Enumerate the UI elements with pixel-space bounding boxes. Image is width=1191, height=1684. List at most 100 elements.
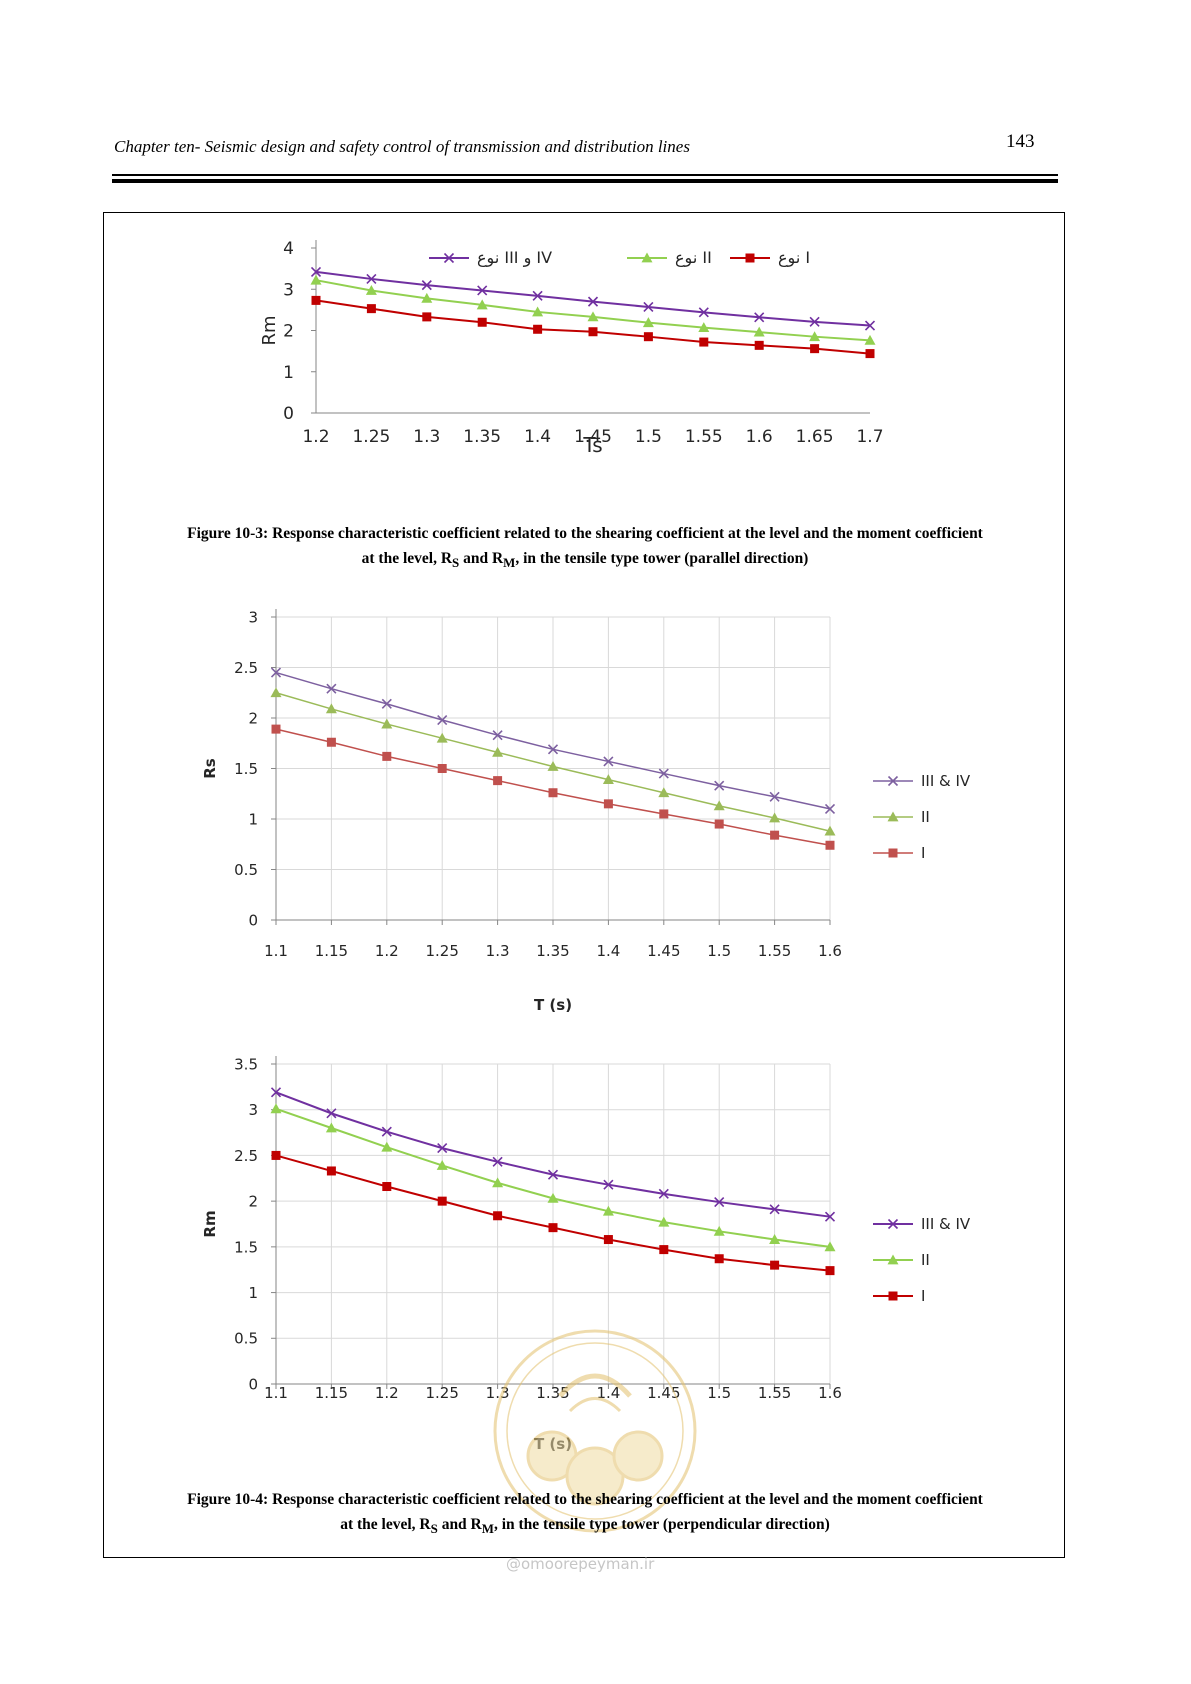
data-point xyxy=(769,1204,780,1215)
x-tick-labels: 1.2 1.25 1.3 1.35 1.4 1.45 1.5 1.55 1.6 1.65 1.7 xyxy=(302,427,883,447)
data-point xyxy=(547,1192,559,1203)
legend-label: II xyxy=(921,1251,930,1269)
data-point xyxy=(603,1235,613,1245)
legend-label: III & IV xyxy=(921,772,971,790)
data-point xyxy=(271,1150,281,1160)
x-tick-label: 1.45 xyxy=(574,427,612,447)
legend-label: I xyxy=(921,844,925,862)
legend-item: III & IV xyxy=(873,772,971,790)
x-tick-label: 1.55 xyxy=(685,427,723,447)
data-point xyxy=(603,756,614,767)
x-tick-label: 1.5 xyxy=(707,1384,731,1402)
data-point xyxy=(381,718,393,729)
x-tick-label: 1.4 xyxy=(596,1384,620,1402)
x-tick-label: 1.1 xyxy=(264,1384,288,1402)
data-point xyxy=(658,1216,670,1227)
data-point xyxy=(270,1103,282,1114)
data-point xyxy=(588,327,598,337)
data-point xyxy=(865,349,875,359)
x-tick-label: 1.6 xyxy=(746,427,773,447)
data-point xyxy=(310,274,322,285)
data-point xyxy=(492,730,503,741)
data-point xyxy=(809,316,820,327)
series-x xyxy=(270,1087,836,1222)
legend-label: نوع III و IV xyxy=(477,248,552,268)
page-number: 143 xyxy=(1006,131,1035,152)
chart-rs-perpendicular: 0 0.5 1 1.5 2 2.5 3 1.1 1.15 1.2 1.25 1.3 1.35 1.4 1.4… xyxy=(201,608,971,1014)
series-triangle xyxy=(270,1103,836,1252)
data-point xyxy=(366,304,376,314)
header-rule-thick xyxy=(112,179,1058,183)
x-tick-label: 1.65 xyxy=(796,427,834,447)
data-point xyxy=(659,1245,669,1255)
data-point xyxy=(809,331,821,342)
data-point xyxy=(698,322,710,333)
legend-label: I xyxy=(921,1287,925,1305)
watermark-site: @omoorepeyman.ir xyxy=(506,1555,655,1573)
data-point xyxy=(643,332,653,342)
x-tick-label: 1.3 xyxy=(486,942,510,960)
data-point xyxy=(532,306,544,317)
data-point xyxy=(642,317,654,328)
series-line xyxy=(315,299,871,355)
data-point xyxy=(310,266,322,277)
x-tick-label: 1.2 xyxy=(302,427,329,447)
y-tick-label: 2 xyxy=(248,1193,258,1211)
caption-line-1: Figure 10-4: Response characteristic coe… xyxy=(187,1491,983,1508)
data-point xyxy=(643,301,654,313)
data-point xyxy=(548,788,558,798)
x-tick-label: 1.4 xyxy=(596,942,620,960)
y-tick-label: 2 xyxy=(283,322,294,342)
figure-frame xyxy=(103,212,1065,1558)
data-point xyxy=(770,1260,780,1270)
legend-marker xyxy=(887,775,899,787)
series-square xyxy=(271,1150,835,1276)
data-point xyxy=(825,1266,835,1276)
y-tick-labels: 0 0.5 1 1.5 2 2.5 3 3.5 xyxy=(234,1055,276,1393)
legend-marker xyxy=(888,848,898,858)
series-x xyxy=(270,667,836,814)
series-square xyxy=(271,724,835,850)
x-tick-label: 1.25 xyxy=(425,1384,458,1402)
data-point xyxy=(753,326,765,337)
legend-label: III & IV xyxy=(921,1215,971,1233)
legend-item: نوع II xyxy=(627,248,712,268)
y-tick-label: 4 xyxy=(283,239,294,259)
data-point xyxy=(325,703,337,714)
legend-item: نوع I xyxy=(730,248,810,268)
y-tick-label: 0 xyxy=(248,1375,258,1393)
y-tick-label: 1.5 xyxy=(234,760,258,778)
data-point xyxy=(754,340,764,350)
data-point xyxy=(658,1188,669,1199)
header-rule-thin xyxy=(112,174,1058,176)
data-point xyxy=(769,791,780,802)
data-point xyxy=(270,667,282,678)
figure-10-3-caption: Figure 10-3: Response characteristic coe… xyxy=(112,521,1058,575)
data-point xyxy=(547,1169,559,1180)
data-point xyxy=(382,1182,392,1192)
data-point xyxy=(421,292,433,303)
data-point xyxy=(271,724,281,734)
data-point xyxy=(437,714,448,726)
series-square xyxy=(311,295,875,359)
data-point xyxy=(270,687,282,698)
data-point xyxy=(436,732,448,743)
series-x xyxy=(310,266,876,331)
y-tick-label: 1 xyxy=(248,1284,258,1302)
data-point xyxy=(698,307,709,318)
x-tick-label: 1.1 xyxy=(264,942,288,960)
y-tick-label: 1.5 xyxy=(234,1238,258,1256)
data-point xyxy=(492,746,504,757)
legend-marker xyxy=(641,252,653,263)
x-tick-label: 1.55 xyxy=(758,1384,791,1402)
data-point xyxy=(824,1211,836,1222)
legend-marker xyxy=(745,253,755,263)
data-point xyxy=(824,803,836,814)
data-point xyxy=(587,311,599,322)
data-point xyxy=(326,1166,336,1176)
legend-label: نوع I xyxy=(778,248,810,268)
x-tick-label: 1.45 xyxy=(647,942,680,960)
data-point xyxy=(810,344,820,354)
data-point xyxy=(714,819,724,829)
y-tick-labels: 0 0.5 1 1.5 2 2.5 3 xyxy=(234,608,276,929)
